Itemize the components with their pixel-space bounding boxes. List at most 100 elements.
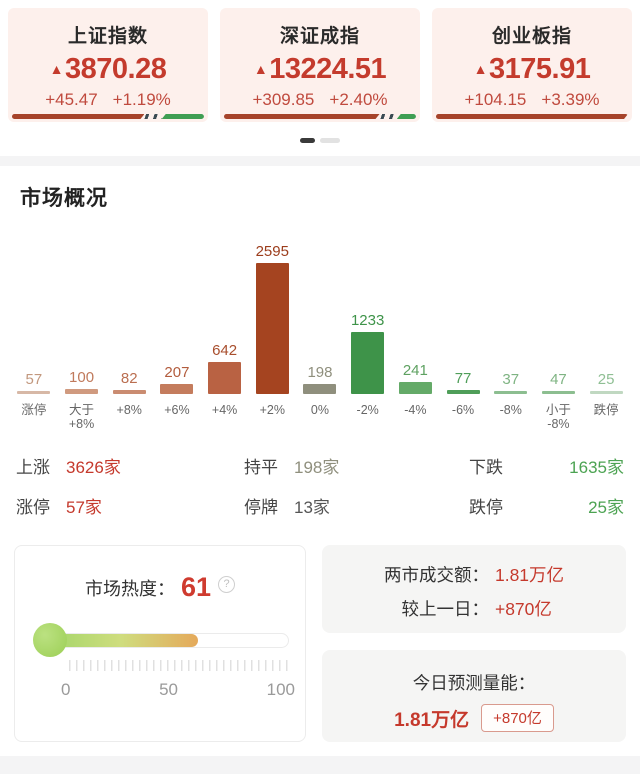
stat-label: 持平: [244, 458, 278, 477]
change-amount: +104.15: [464, 90, 527, 109]
bar-category-label: +8%: [116, 403, 142, 417]
stat-item: 涨停 57家: [16, 493, 244, 518]
bar-category-label: 涨停: [21, 403, 47, 417]
chart-column: 100 大于 +8%: [58, 236, 106, 431]
turnover-delta-label: 较上一日：: [401, 599, 489, 619]
bar-value-label: 2595: [255, 243, 289, 260]
bar: [255, 263, 289, 394]
bar-value-label: 37: [502, 371, 520, 388]
page-dot-active[interactable]: [300, 138, 315, 143]
heat-gauge: [33, 623, 289, 657]
volume-column: 两市成交额： 1.81万亿 较上一日： +870亿 今日预测量能： 1.81万亿…: [322, 545, 626, 742]
bar: [303, 384, 337, 394]
bar: [398, 382, 432, 394]
gauge-bulb: [33, 623, 67, 657]
chart-column: 37 -8%: [487, 236, 535, 431]
chart-column: 25 跌停: [582, 236, 630, 431]
page-indicator: [0, 138, 640, 143]
change-percent: +1.19%: [112, 90, 171, 109]
stat-label: 涨停: [16, 498, 50, 517]
page-dot[interactable]: [320, 138, 340, 143]
index-change: +104.15 +3.39%: [432, 90, 632, 110]
bar-value-label: 47: [550, 371, 567, 388]
stat-item: 停牌 13家: [244, 493, 469, 518]
gauge-scale: 0 50 100: [61, 680, 295, 700]
advance-decline-ratio-bar: [224, 114, 416, 119]
ratio-red-segment: [224, 114, 380, 119]
chart-column: 47 小于 -8%: [535, 236, 583, 431]
turnover-value: 1.81万亿: [494, 565, 565, 585]
bar-value-label: 207: [164, 364, 190, 381]
bar: [446, 390, 480, 394]
bar-category-label: +4%: [211, 403, 238, 417]
chart-column: 207 +6%: [153, 236, 201, 431]
forecast-title: 今日预测量能：: [412, 673, 536, 693]
index-name: 创业板指: [491, 26, 572, 47]
bar-category-label: 小于 -8%: [545, 403, 571, 432]
chart-column: 198 0%: [296, 236, 344, 431]
turnover-card: 两市成交额： 1.81万亿 较上一日： +870亿: [322, 545, 626, 633]
chart-column: 642 +4%: [201, 236, 249, 431]
scale-max: 100: [266, 680, 295, 699]
chart-column: 1233 -2%: [344, 236, 392, 431]
ratio-green-segment: [161, 114, 204, 119]
index-card-shenzhen[interactable]: 深证成指 ▲13224.51 +309.85 +2.40%: [220, 8, 420, 122]
change-percent: +2.40%: [329, 90, 388, 109]
ratio-red-segment: [12, 114, 144, 119]
change-amount: +309.85: [252, 90, 315, 109]
index-price: ▲3175.91: [473, 53, 591, 85]
stat-value: 1635家: [569, 458, 624, 477]
scale-min: 0: [61, 680, 71, 699]
distribution-chart: 57 涨停 100 大于 +8% 82 +8% 207 +6% 642 +4% 2595 +2% 198…: [10, 236, 630, 431]
ratio-flat-segment: [379, 114, 397, 119]
page-title: 市场概况: [20, 187, 108, 210]
bar: [351, 332, 385, 394]
ratio-flat-segment: [144, 114, 162, 119]
index-card-chinext[interactable]: 创业板指 ▲3175.91 +104.15 +3.39%: [432, 8, 632, 122]
ratio-red-segment: [436, 114, 628, 119]
up-arrow-icon: ▲: [253, 61, 268, 77]
bar-value-label: 100: [69, 369, 95, 386]
bar-category-label: 跌停: [593, 403, 619, 417]
index-change: +309.85 +2.40%: [220, 90, 420, 110]
bar-value-label: 241: [402, 362, 428, 379]
help-icon[interactable]: ?: [218, 576, 236, 593]
change-percent: +3.39%: [541, 90, 600, 109]
bar-category-label: +2%: [259, 403, 285, 417]
bar-category-label: -4%: [404, 403, 427, 417]
bar-category-label: 0%: [310, 403, 329, 417]
chart-column: 2595 +2%: [248, 236, 296, 431]
heat-label: 市场热度：: [84, 578, 175, 599]
bar: [589, 391, 623, 394]
bar-category-label: -2%: [356, 403, 379, 417]
index-change: +45.47 +1.19%: [8, 90, 208, 110]
market-heat-card: 市场热度： 61 ? 0 50 100: [14, 545, 306, 742]
bar-value-label: 82: [120, 370, 138, 387]
stat-value: 198家: [294, 458, 340, 477]
ratio-green-segment: [396, 114, 416, 119]
bar-category-label: -8%: [499, 403, 522, 417]
index-card-shanghai[interactable]: 上证指数 ▲3870.28 +45.47 +1.19%: [8, 8, 208, 122]
gauge-track: [57, 632, 289, 648]
scale-mid: 50: [159, 680, 178, 699]
turnover-grid: 两市成交额： 1.81万亿 较上一日： +870亿: [322, 545, 626, 621]
index-name: 深证成指: [279, 26, 360, 47]
advance-decline-ratio-bar: [12, 114, 204, 119]
market-overview-panel: 市场概况 57 涨停 100 大于 +8% 82 +8% 207 +6% 642 +4% 2595 +…: [0, 182, 640, 774]
bar: [65, 389, 99, 394]
stat-item: 下跌 1635家: [469, 453, 624, 478]
gauge-ticks: [69, 660, 289, 671]
bar-value-label: 1233: [350, 312, 385, 329]
bar-value-label: 57: [25, 371, 43, 388]
index-price: ▲3870.28: [49, 53, 167, 85]
stat-label: 跌停: [469, 498, 503, 517]
stat-label: 上涨: [16, 458, 50, 477]
index-price: ▲13224.51: [253, 53, 387, 85]
bar: [17, 391, 51, 394]
section-divider: [0, 156, 640, 166]
bar-value-label: 25: [597, 371, 615, 388]
bar-value-label: 642: [212, 342, 238, 359]
heat-value: 61: [180, 572, 212, 602]
up-arrow-icon: ▲: [49, 61, 64, 77]
